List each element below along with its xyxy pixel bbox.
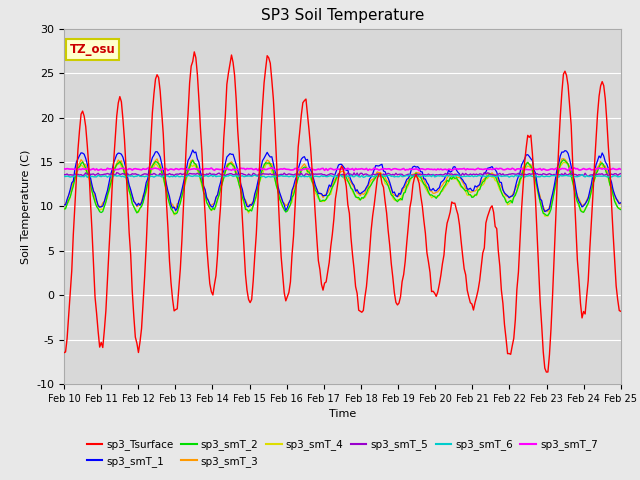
- Legend: sp3_Tsurface, sp3_smT_1, sp3_smT_2, sp3_smT_3, sp3_smT_4, sp3_smT_5, sp3_smT_6, : sp3_Tsurface, sp3_smT_1, sp3_smT_2, sp3_…: [83, 435, 602, 471]
- X-axis label: Time: Time: [329, 409, 356, 419]
- Text: TZ_osu: TZ_osu: [70, 43, 115, 56]
- Title: SP3 Soil Temperature: SP3 Soil Temperature: [260, 9, 424, 24]
- Y-axis label: Soil Temperature (C): Soil Temperature (C): [20, 149, 31, 264]
